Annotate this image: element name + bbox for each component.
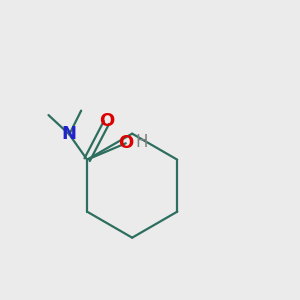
Text: H: H (136, 133, 148, 151)
Text: N: N (62, 125, 77, 143)
Text: O: O (118, 134, 134, 152)
Text: O: O (99, 112, 114, 130)
